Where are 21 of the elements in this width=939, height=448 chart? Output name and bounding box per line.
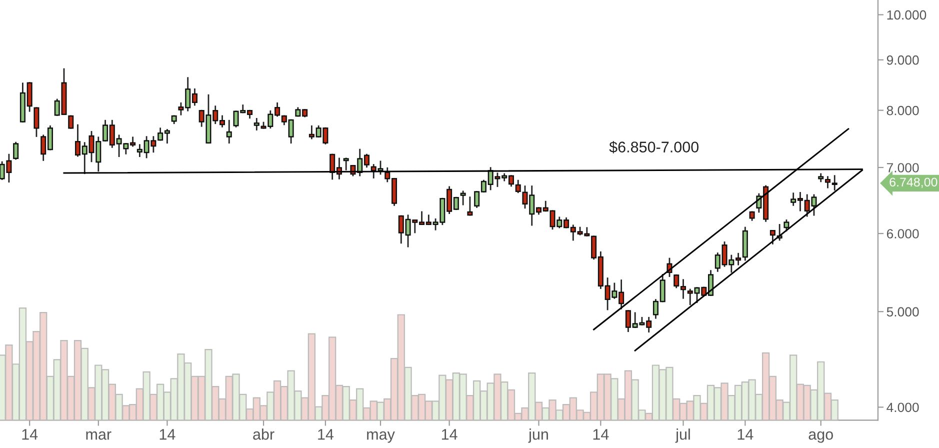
y-tick-label: 9.000 xyxy=(886,55,919,65)
y-tick-label: 7.000 xyxy=(886,163,919,172)
y-tick-label: 8.000 xyxy=(886,106,919,116)
x-tick-label: 14 xyxy=(738,429,754,440)
x-tick-label: 14 xyxy=(442,429,458,440)
x-tick-label: abr xyxy=(253,428,274,440)
x-tick-label: may xyxy=(367,431,395,443)
x-tick-label: jul xyxy=(675,428,690,443)
x-tick-label: 14 xyxy=(593,429,609,440)
annotation: $6.850-7.000 xyxy=(609,141,699,154)
x-tick-label: jun xyxy=(528,428,548,443)
x-tick-label: 14 xyxy=(160,429,176,440)
y-tick-label: 6.000 xyxy=(886,229,919,238)
x-tick-label: 14 xyxy=(318,429,334,440)
x-tick-label: 14 xyxy=(22,429,38,440)
x-tick-label: mar xyxy=(86,431,112,440)
text: 6.748,00 xyxy=(890,178,938,188)
y-tick-label: 4.000 xyxy=(886,402,919,412)
x-tick-label: ago xyxy=(808,431,833,443)
y-tick-label: 5.000 xyxy=(886,307,919,317)
y-tick-label: 10.000 xyxy=(887,10,926,20)
